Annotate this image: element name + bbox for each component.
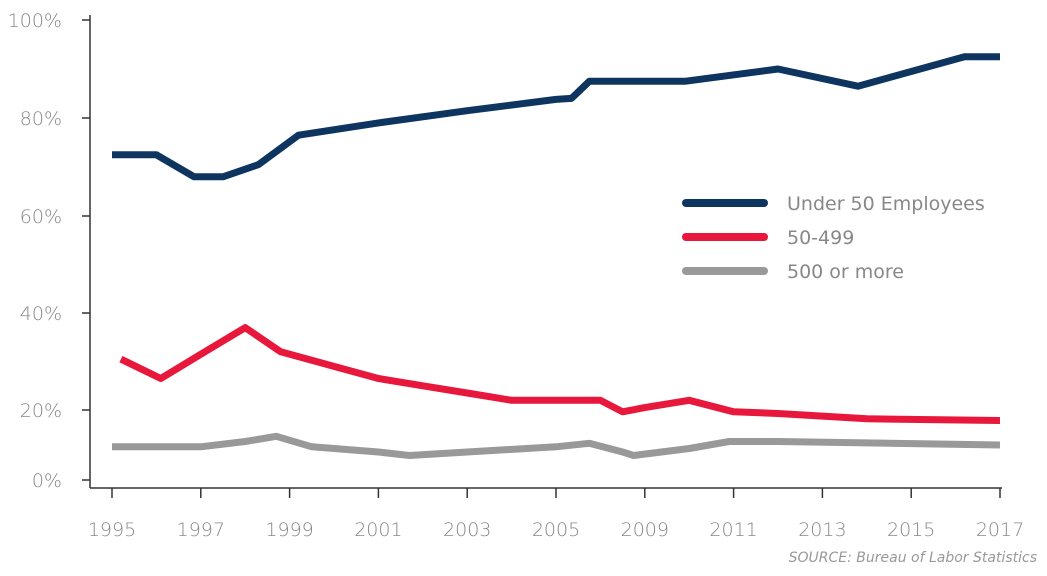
series-layer xyxy=(112,53,1001,459)
series-line-2 xyxy=(112,432,1001,459)
y-tick-label: 0% xyxy=(32,470,62,492)
x-tick-label: 2017 xyxy=(976,519,1024,541)
x-tick-label: 1995 xyxy=(88,519,136,541)
y-tick-label: 100% xyxy=(8,10,62,32)
x-tick-label: 2015 xyxy=(887,519,935,541)
x-tick-label: 1999 xyxy=(265,519,313,541)
axes xyxy=(89,15,1002,489)
x-tick-label: 1997 xyxy=(177,519,225,541)
x-tick-label: 2001 xyxy=(354,519,402,541)
y-tick-label: 20% xyxy=(20,400,62,422)
x-tick-label: 2013 xyxy=(798,519,846,541)
x-axis-ticks: 1995 1997 1999 2001 2003 2005 2009 2011 2013 2015… xyxy=(88,488,1024,541)
x-tick-label: 2005 xyxy=(532,519,580,541)
y-tick-label: 60% xyxy=(20,206,62,228)
source-note: SOURCE: Bureau of Labor Statistics xyxy=(788,550,1037,566)
x-tick-label: 2009 xyxy=(621,519,669,541)
x-tick-label: 2011 xyxy=(709,519,757,541)
legend-label-2: 500 or more xyxy=(787,261,904,283)
legend: Under 50 Employees 50-499 500 or more xyxy=(682,193,985,283)
x-tick-label: 2003 xyxy=(443,519,491,541)
y-tick-label: 80% xyxy=(20,108,62,130)
series-line-0 xyxy=(112,53,1000,181)
legend-label-0: Under 50 Employees xyxy=(787,193,985,215)
y-axis-ticks: 0% 20% 40% 60% 80% 100% xyxy=(8,10,90,492)
y-tick-label: 40% xyxy=(20,303,62,325)
series-line-1 xyxy=(119,324,1001,424)
legend-label-1: 50-499 xyxy=(787,227,854,249)
